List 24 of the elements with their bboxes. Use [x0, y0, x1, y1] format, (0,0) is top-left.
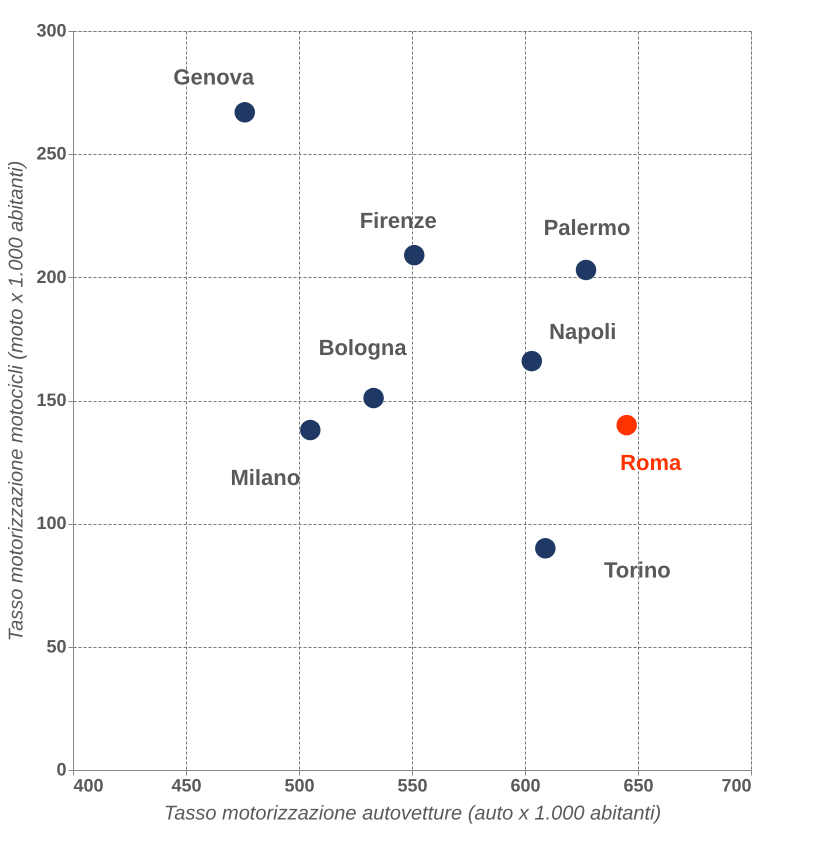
x-tick-label: 450: [171, 776, 202, 796]
y-tick-label: 50: [46, 636, 66, 656]
x-tick-label: 600: [510, 776, 541, 796]
x-tick-label: 650: [623, 776, 654, 796]
y-tick-label: 200: [36, 266, 66, 287]
annotation: Torino: [604, 557, 671, 582]
annotation: Palermo: [544, 214, 630, 240]
y-axis-title: Tasso motorizzazione motocicli (moto x 1.000 abitanti): [5, 160, 28, 642]
x-tick-label: 400: [74, 776, 104, 796]
y-tick-label: 0: [56, 760, 66, 780]
annotation: Roma: [620, 450, 682, 476]
annotation: Genova: [173, 64, 255, 90]
annotation: Bologna: [318, 335, 408, 360]
y-tick-label: 250: [36, 144, 66, 164]
annotation: Milano: [230, 465, 300, 490]
x-axis-title: Tasso motorizzazione autovetture (auto x 1.000 abitanti): [164, 802, 662, 824]
x-tick-label: 500: [284, 776, 315, 796]
y-tick-label: 150: [36, 390, 66, 410]
y-tick-label: 300: [36, 20, 66, 40]
y-tick-label: 100: [36, 513, 66, 534]
annotation: Napoli: [549, 319, 616, 344]
annotation: Firenze: [360, 208, 437, 234]
x-tick-label: 550: [397, 776, 428, 796]
x-tick-label: 700: [721, 776, 752, 796]
